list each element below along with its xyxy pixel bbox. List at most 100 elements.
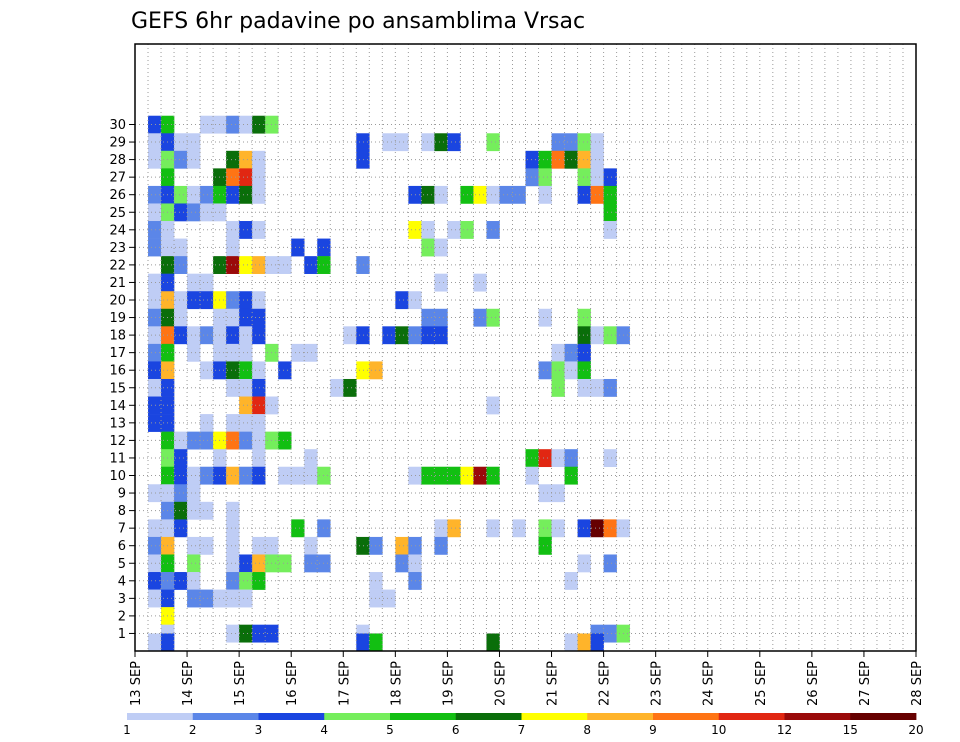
heatmap-cell (369, 633, 383, 652)
heatmap-cell (187, 133, 201, 152)
heatmap-cell (148, 589, 162, 608)
heatmap-cell (356, 633, 370, 652)
heatmap-cell (174, 203, 188, 222)
heatmap-cell (356, 133, 370, 152)
heatmap-cell (187, 291, 201, 310)
colorbar-label: 1 (123, 723, 131, 737)
heatmap-cell (434, 536, 448, 555)
heatmap-cell (291, 466, 305, 485)
heatmap-cell (187, 150, 201, 169)
heatmap-cell (304, 343, 318, 362)
heatmap-cell (239, 326, 253, 345)
heatmap-cell (525, 168, 539, 187)
y-tick-label: 14 (109, 399, 126, 414)
y-tick-label: 19 (109, 311, 126, 326)
y-tick-label: 12 (109, 434, 126, 449)
heatmap-cell (577, 633, 591, 652)
heatmap-cell (226, 150, 240, 169)
heatmap-cell (278, 554, 292, 573)
y-tick-label: 16 (109, 364, 126, 379)
heatmap-cell (434, 273, 448, 292)
heatmap-cell (174, 256, 188, 274)
heatmap-cell (395, 536, 409, 555)
y-tick-label: 10 (109, 469, 126, 484)
colorbar: 1 2 3 4 5 6 7 8 9 10 12 15 20 (123, 713, 924, 737)
heatmap-cell (200, 326, 214, 345)
heatmap-cell (226, 291, 240, 310)
colorbar-segment (455, 713, 522, 720)
colorbar-label: 7 (518, 723, 526, 737)
heatmap-cell (226, 536, 240, 555)
heatmap-cell (421, 133, 435, 152)
heatmap-cell (577, 150, 591, 169)
y-tick-label: 8 (118, 504, 126, 519)
heatmap-cell (434, 519, 448, 538)
heatmap-cell (551, 150, 565, 169)
y-tick-label: 9 (118, 487, 126, 502)
heatmap-cell (278, 256, 292, 274)
heatmap-cell (447, 519, 461, 538)
heatmap-cell (382, 326, 396, 345)
heatmap-cell (577, 185, 591, 204)
heatmap-cell (226, 466, 240, 485)
heatmap-cell (551, 378, 565, 397)
chart-title: GEFS 6hr padavine po ansamblima Vrsac (131, 9, 585, 34)
heatmap-cell (226, 361, 240, 380)
heatmap-cell (148, 150, 162, 169)
colorbar-label: 15 (843, 723, 858, 737)
heatmap-cell (421, 185, 435, 204)
heatmap-cell (473, 185, 487, 204)
y-tick-label: 18 (109, 329, 126, 344)
heatmap-cell (148, 326, 162, 345)
y-tick-label: 11 (109, 451, 126, 466)
heatmap-cell (239, 256, 253, 274)
heatmap-cell (252, 466, 266, 485)
colorbar-label: 8 (583, 723, 591, 737)
colorbar-label: 6 (452, 723, 460, 737)
heatmap-cell (174, 501, 188, 520)
heatmap-cell (538, 150, 552, 169)
heatmap-cell (434, 185, 448, 204)
colorbar-label: 9 (649, 723, 657, 737)
heatmap-cell (200, 431, 214, 450)
heatmap-cell (187, 484, 201, 503)
heatmap-cell (187, 572, 201, 590)
heatmap-cell (148, 221, 162, 239)
heatmap-cell (239, 291, 253, 310)
heatmap-cell (434, 326, 448, 345)
heatmap-cell (187, 326, 201, 345)
y-tick-label: 23 (109, 241, 126, 256)
y-tick-label: 26 (109, 188, 126, 203)
heatmap-cell (395, 326, 409, 345)
y-tick-label: 29 (109, 136, 126, 151)
y-tick-label: 1 (118, 627, 126, 642)
colorbar-label: 20 (908, 723, 923, 737)
heatmap-cell (603, 554, 617, 573)
heatmap-cell (226, 221, 240, 239)
heatmap-cell (278, 466, 292, 485)
heatmap-cell (239, 624, 253, 643)
heatmap-cell (226, 501, 240, 520)
y-tick-label: 22 (109, 258, 126, 273)
heatmap-cell (473, 466, 487, 485)
heatmap-cell (473, 273, 487, 292)
heatmap-cell (551, 343, 565, 362)
heatmap-cell (239, 221, 253, 239)
y-tick-label: 5 (118, 557, 126, 572)
heatmap-cell (226, 378, 240, 397)
heatmap-cell (486, 396, 500, 415)
heatmap-cell (174, 150, 188, 169)
y-tick-label: 4 (118, 574, 126, 589)
y-tick-label: 3 (118, 592, 126, 607)
heatmap-cell (525, 449, 539, 468)
heatmap-cell (200, 501, 214, 520)
heatmap-cell (603, 203, 617, 222)
heatmap-cell (174, 133, 188, 152)
heatmap-cell (226, 256, 240, 274)
heatmap-cell (252, 221, 266, 239)
heatmap-cell (200, 589, 214, 608)
colorbar-label: 10 (711, 723, 726, 737)
heatmap-cell (447, 466, 461, 485)
heatmap-cell (486, 221, 500, 239)
heatmap-cell (239, 361, 253, 380)
